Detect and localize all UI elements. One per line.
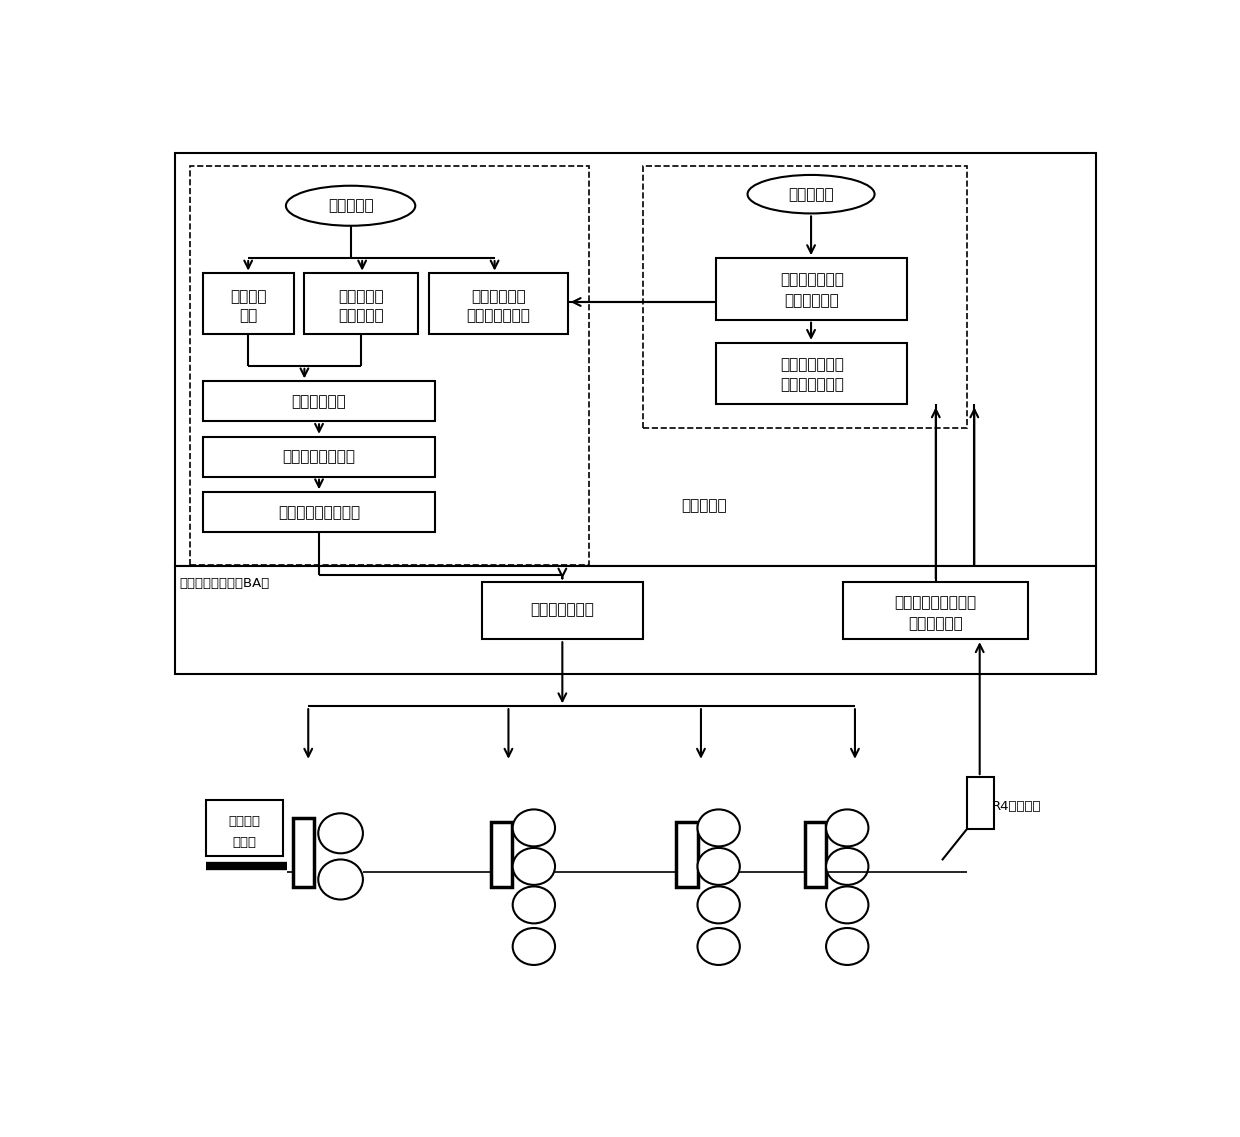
Text: 口目标宽度: 口目标宽度 — [339, 308, 384, 323]
Ellipse shape — [697, 810, 740, 846]
Bar — [206, 800, 283, 856]
Text: 预计算开始: 预计算开始 — [327, 198, 373, 214]
Text: 粗轧过程机: 粗轧过程机 — [682, 498, 728, 514]
Text: 确定宽度修正值: 确定宽度修正值 — [780, 357, 843, 372]
Bar — [481, 581, 644, 639]
Ellipse shape — [826, 848, 868, 885]
Text: 和目标计算值: 和目标计算值 — [785, 293, 839, 308]
Ellipse shape — [697, 887, 740, 923]
Bar — [203, 437, 435, 476]
Bar — [644, 166, 967, 428]
Bar — [676, 822, 698, 887]
Ellipse shape — [319, 813, 363, 853]
Bar — [304, 274, 418, 333]
Ellipse shape — [697, 848, 740, 885]
Bar — [203, 381, 435, 422]
Text: R4后测宽仪: R4后测宽仪 — [992, 799, 1042, 813]
Bar — [967, 777, 993, 829]
Bar — [175, 566, 1096, 674]
Text: 读遗传系数表: 读遗传系数表 — [471, 289, 526, 304]
Ellipse shape — [826, 810, 868, 846]
Bar — [293, 818, 315, 887]
Text: 计算粗轧出: 计算粗轧出 — [339, 289, 384, 304]
Ellipse shape — [826, 887, 868, 923]
Ellipse shape — [512, 887, 556, 923]
Text: 计算立辊: 计算立辊 — [229, 289, 267, 304]
Text: 立辊辊缝设定值: 立辊辊缝设定值 — [531, 603, 594, 617]
Bar — [429, 274, 568, 333]
Text: 加热炉板: 加热炉板 — [228, 815, 260, 828]
Ellipse shape — [697, 928, 740, 965]
Text: 坯抽出: 坯抽出 — [232, 836, 257, 849]
Ellipse shape — [748, 175, 874, 214]
Bar — [491, 822, 512, 887]
Ellipse shape — [826, 928, 868, 965]
Bar — [805, 822, 826, 887]
Text: 并计算平均值: 并计算平均值 — [909, 616, 963, 631]
Text: 并保存到遗传系: 并保存到遗传系 — [780, 377, 843, 392]
Bar — [175, 153, 1096, 566]
Ellipse shape — [512, 810, 556, 846]
Text: 弹跳: 弹跳 — [239, 308, 258, 323]
Bar — [717, 258, 908, 319]
Ellipse shape — [512, 928, 556, 965]
Text: 对比实测平均值: 对比实测平均值 — [780, 272, 843, 288]
Text: 接收全长实测宽度值: 接收全长实测宽度值 — [895, 596, 977, 611]
Ellipse shape — [286, 185, 415, 226]
Text: 计算水平宽展: 计算水平宽展 — [291, 393, 346, 409]
Text: 粗轧基础自动化（BA）: 粗轧基础自动化（BA） — [180, 576, 270, 590]
Bar — [203, 492, 435, 532]
Bar — [843, 581, 1028, 639]
Text: 计算立辊辊缝设定值: 计算立辊辊缝设定值 — [278, 505, 360, 520]
Bar — [717, 342, 908, 405]
Text: 计算立辊出口宽度: 计算立辊出口宽度 — [283, 449, 356, 464]
Text: 后计算开始: 后计算开始 — [789, 186, 833, 201]
Bar — [203, 274, 294, 333]
Ellipse shape — [319, 860, 363, 899]
Text: 取得宽度修正值: 取得宽度修正值 — [466, 308, 531, 323]
Bar — [191, 166, 589, 565]
Ellipse shape — [512, 848, 556, 885]
